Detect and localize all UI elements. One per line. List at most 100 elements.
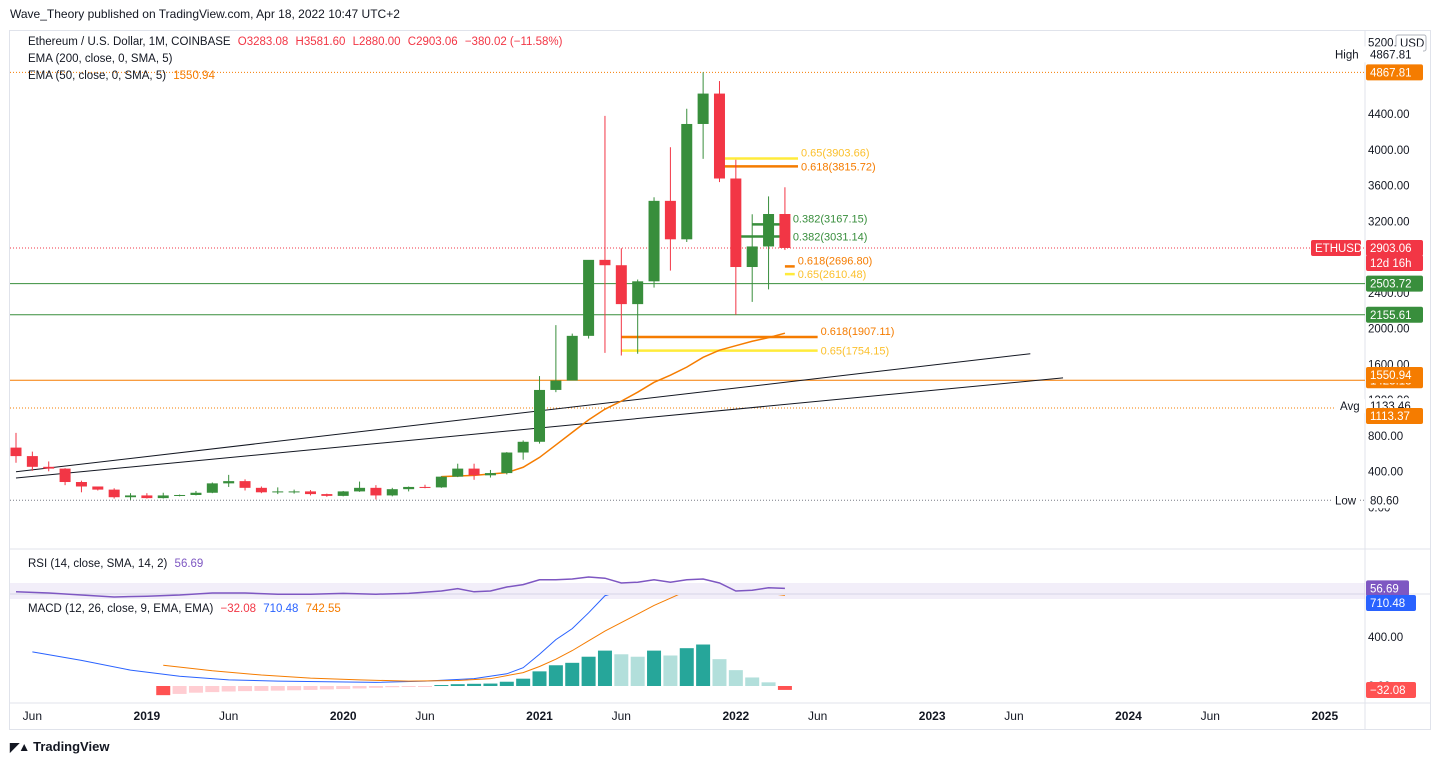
price-tag-bg [1366,239,1423,256]
macd-histogram-bar [254,686,269,691]
macd-tick-label: 400.00 [1368,632,1403,644]
candle-body [239,481,251,488]
rsi-line [15,576,785,598]
candle-body [779,213,791,248]
candle-body [59,468,71,483]
macd-histogram-bar [499,681,514,686]
line-label: Low [1335,495,1357,507]
candle-body [468,468,480,476]
candle-body [681,123,693,240]
line-label-bg [1331,46,1367,63]
candle-body [75,482,87,487]
candle-body [632,281,644,305]
candle-body [501,452,513,474]
candle-body [566,335,578,381]
footer-brand[interactable]: ◤▲ TradingView [10,739,109,754]
chart-frame[interactable]: 5200.00 4400.00 4000.00 3600.00 3200.00 2400.… [9,30,1431,730]
ohlc-open: O3283.08 [237,36,289,48]
fib-level-label: 0.618(1907.11) [821,326,895,338]
macd-histogram-bar [418,686,432,687]
macd-histogram-bar [663,655,678,686]
candle-body [599,259,611,266]
ohlc-high: H3581.60 [295,36,346,48]
ema-price-tag-bg [1366,367,1423,383]
macd-legend: MACD (12, 26, close, 9, EMA, EMA) −32.08… [28,603,345,615]
fib-level-label: 0.618(2696.80) [798,255,873,267]
line-label: High [1335,49,1359,61]
candle-body [697,93,709,124]
time-tick-label: 2020 [330,709,357,723]
fib-level-label: 0.65(2610.48) [798,269,867,281]
price-tick-label: 2000.00 [1368,324,1410,336]
macd-histogram-bar [565,662,580,686]
price-tag-bg [1366,64,1423,81]
macd-histogram-bar [581,656,596,686]
candle-body [354,487,366,492]
candle-body [370,487,382,496]
price-tag-bg [1366,492,1409,509]
time-tick-label: Jun [1004,709,1023,723]
macd-histogram-bar [238,686,253,692]
macd-histogram-bar [221,686,236,692]
candle-body [534,389,546,442]
macd-histogram-bar [385,686,400,688]
ohlc-close: C2903.06 [407,36,458,48]
time-tick-label: Jun [808,709,827,723]
ema-price-tag: 1550.94 [1370,370,1412,382]
macd-line [32,595,610,683]
macd-hist-tag: −32.08 [1370,685,1406,697]
ohlc-change: −380.02 (−11.58%) [464,36,563,48]
line-label: ETHUSD [1315,243,1362,255]
candle-body [321,494,333,496]
candle-body [190,492,202,495]
fib-level-label: 0.65(1754.15) [821,346,890,358]
candle-body [92,486,104,490]
price-tick-label: 4000.00 [1368,145,1410,157]
candle-body [10,447,22,457]
candle-body [419,486,431,488]
candle-body [386,489,398,496]
candle-body [304,491,316,495]
macd-histogram-bar [287,686,302,691]
macd-histogram-bar [532,671,547,686]
candle-body [141,495,153,499]
rsi-price-tag-bg [1366,580,1409,597]
candle-body [272,491,284,493]
price-tag: 80.60 [1370,495,1399,507]
macd-hist-value: −32.08 [220,603,257,615]
candle-body [763,213,775,247]
macd-histogram-bar [679,648,694,686]
candle-body [26,456,38,467]
publisher-text: Wave_Theory published on TradingView.com… [10,7,400,21]
trendline [15,353,1031,473]
candle-body [403,486,415,490]
price-tag: 4867.81 [1370,67,1412,79]
ema200-legend: EMA (200, close, 0, SMA, 5) [28,53,176,65]
price-tag-bg [1366,275,1423,292]
price-tag-bg [1366,46,1423,63]
macd-histogram-bar [728,670,743,686]
macd-histogram-bar [368,686,383,688]
time-tick-label: Jun [1201,709,1220,723]
candle-body [452,468,464,477]
time-tick-label: 2025 [1311,709,1338,723]
ema50-value: 1550.94 [173,70,215,82]
candlestick-chart[interactable]: 5200.004400.004000.003600.003200.002400.… [10,31,1430,729]
candle-body [648,200,660,282]
macd-line-value: 710.48 [263,603,299,615]
price-tick-label: 4400.00 [1368,109,1410,121]
macd-signal-value: 742.55 [305,603,341,615]
symbol-legend: Ethereum / U.S. Dollar, 1M, COINBASE O32… [28,36,566,48]
macd-histogram-bar [483,683,498,686]
candle-body [583,259,595,336]
candle-body [730,178,742,268]
macd-histogram-bar [450,684,465,686]
countdown-tag-bg [1366,254,1423,271]
macd-line-tag-bg [1366,595,1416,611]
tradingview-logo-icon: ◤▲ [10,739,30,754]
macd-histogram-bar [401,686,416,687]
macd-histogram-bar [712,659,727,686]
candle-body [484,473,496,476]
candle-body [288,491,300,493]
macd-histogram-bar [172,686,187,694]
